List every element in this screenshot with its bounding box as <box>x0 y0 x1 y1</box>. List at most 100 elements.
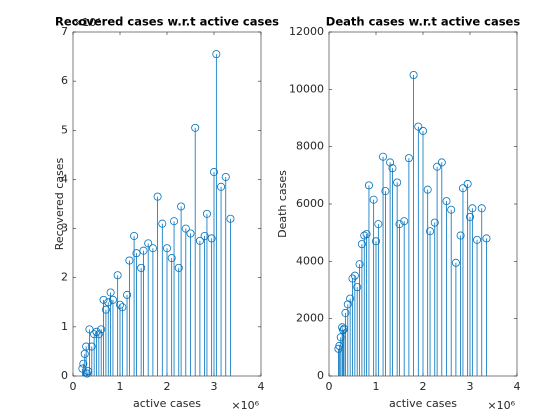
stem <box>101 305 110 376</box>
x-tick-label: 0 <box>326 380 333 393</box>
stem-marker <box>104 298 113 307</box>
stem <box>468 204 477 376</box>
stem-marker <box>437 158 446 167</box>
stem <box>379 152 388 376</box>
stem-marker <box>200 231 209 240</box>
stem <box>360 231 369 376</box>
stem-marker <box>482 234 491 243</box>
stem-marker <box>92 327 101 336</box>
stem <box>430 218 439 376</box>
stem <box>174 263 183 376</box>
stem-marker <box>162 244 171 253</box>
y-exponent: ×10⁴ <box>73 16 101 29</box>
stem <box>423 185 432 376</box>
y-axis-label: Recovered cases <box>53 157 66 250</box>
chart-title: Recovered cases w.r.t active cases <box>55 15 279 29</box>
stem-marker <box>350 271 359 280</box>
stem <box>437 158 446 376</box>
stem-marker <box>371 237 380 246</box>
stem <box>473 235 482 376</box>
stem <box>442 197 451 376</box>
stem-marker <box>374 220 383 229</box>
stem <box>341 308 350 376</box>
stem-marker <box>195 236 204 245</box>
x-axis-label: active cases <box>133 397 201 410</box>
stem <box>350 271 359 376</box>
y-tick-label: 6 <box>61 74 68 87</box>
stem <box>106 288 115 376</box>
stem <box>158 219 167 376</box>
stem <box>353 283 362 376</box>
stem-marker <box>409 71 418 80</box>
stem <box>94 330 103 376</box>
x-tick-label: 4 <box>514 380 521 393</box>
x-exponent: ×10⁶ <box>231 399 259 412</box>
stem <box>477 204 486 376</box>
x-tick-label: 3 <box>467 380 474 393</box>
y-tick-label: 2 <box>61 271 68 284</box>
stem-marker <box>87 342 96 351</box>
stem-marker <box>404 154 413 163</box>
stem <box>388 164 397 376</box>
stem <box>404 154 413 376</box>
stem-marker <box>118 303 127 312</box>
stem <box>362 230 371 376</box>
x-tick-label: 3 <box>211 380 218 393</box>
stem-marker <box>458 184 467 193</box>
stem-marker <box>90 330 99 339</box>
stem-marker <box>465 212 474 221</box>
stem-marker <box>468 204 477 213</box>
stem <box>186 229 195 376</box>
x-tick-label: 4 <box>258 380 265 393</box>
stem-marker <box>473 235 482 244</box>
stem <box>167 254 176 376</box>
stem-marker <box>369 195 378 204</box>
stem <box>195 236 204 376</box>
stem-marker <box>97 325 106 334</box>
stem <box>393 178 402 376</box>
y-tick-label: 3 <box>61 222 68 235</box>
stem-marker <box>346 294 355 303</box>
stem-marker <box>202 209 211 218</box>
stem-marker <box>426 227 435 236</box>
stem <box>170 217 179 376</box>
stem-marker <box>451 258 460 267</box>
y-tick-label: 6000 <box>296 197 324 210</box>
stem <box>343 300 352 376</box>
stem-marker <box>362 230 371 239</box>
stem <box>357 240 366 376</box>
stem-marker <box>181 224 190 233</box>
stem <box>97 325 106 376</box>
y-tick-label: 0 <box>317 369 324 382</box>
x-tick-label: 2 <box>420 380 427 393</box>
stem-marker <box>348 274 357 283</box>
stem <box>426 227 435 376</box>
stem-marker <box>355 260 364 269</box>
stem-marker <box>379 152 388 161</box>
stem-marker <box>94 330 103 339</box>
stem <box>386 158 395 376</box>
stem-marker <box>85 325 94 334</box>
stem <box>181 224 190 376</box>
stem-marker <box>343 300 352 309</box>
stem-marker <box>433 162 442 171</box>
stem-marker <box>158 219 167 228</box>
stem <box>451 258 460 376</box>
stem <box>90 330 99 376</box>
stem-marker <box>341 308 350 317</box>
stem-marker <box>477 204 486 213</box>
stem-marker <box>357 240 366 249</box>
stem <box>137 263 146 376</box>
stem-marker <box>226 214 235 223</box>
y-tick-label: 1 <box>61 320 68 333</box>
stem <box>414 122 423 376</box>
stem <box>339 326 348 376</box>
stem <box>212 50 221 376</box>
stem-marker <box>430 218 439 227</box>
y-tick-label: 12000 <box>289 25 324 38</box>
stem-marker <box>186 229 195 238</box>
stem <box>148 244 157 376</box>
stem <box>116 300 125 376</box>
y-tick-label: 10000 <box>289 82 324 95</box>
